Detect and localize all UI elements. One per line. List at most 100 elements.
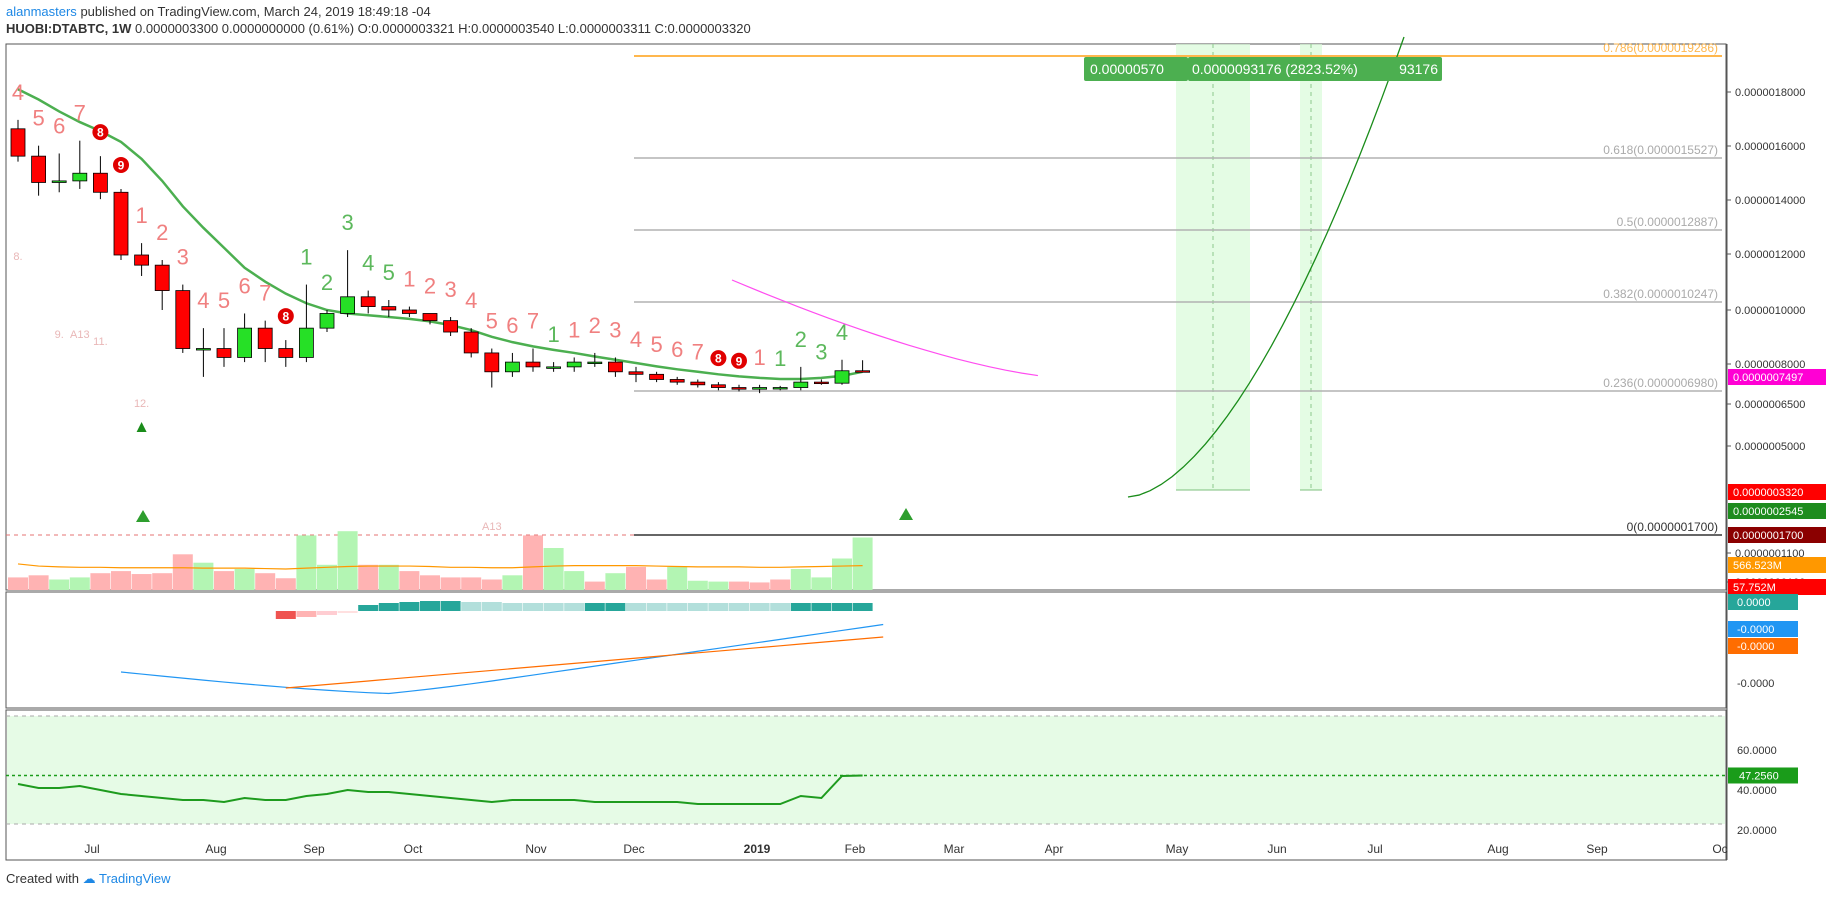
volume-bar — [481, 579, 502, 590]
volume-bar — [420, 575, 440, 590]
td-count-label: 6 — [53, 113, 65, 138]
price-tick-label: 0.0000008000 — [1735, 359, 1805, 371]
macd-panel-frame — [5, 591, 1727, 709]
volume-bar — [626, 566, 646, 590]
volume-bar — [358, 564, 379, 590]
macd-hist-bar — [790, 603, 811, 611]
macd-hist-bar — [378, 603, 399, 611]
macd-hist-bar — [852, 603, 873, 611]
td-count-label: 1 — [753, 345, 765, 370]
volume-bar — [28, 575, 49, 590]
countdown-label: A13 — [70, 329, 90, 341]
x-tick-label: Apr — [1045, 842, 1064, 856]
rsi-badge-text: 47.2560 — [1739, 770, 1779, 782]
macd-hist-bar — [502, 603, 523, 611]
td-count-label: 7 — [527, 309, 539, 334]
volume-bar — [193, 562, 214, 590]
volume-bar — [502, 575, 523, 590]
td-count-label: 7 — [259, 281, 271, 306]
price-badge — [1728, 369, 1826, 385]
author-link[interactable]: alanmasters — [6, 4, 77, 19]
candle-body — [360, 296, 376, 308]
footer-brand[interactable]: TradingView — [99, 871, 171, 886]
buy-triangle-icon — [136, 510, 150, 522]
candle-body — [401, 309, 417, 314]
rsi-tick-label: 60.0000 — [1737, 745, 1777, 757]
measure-left-box — [1084, 57, 1188, 81]
footer: Created with ☁ TradingView — [6, 871, 171, 887]
candle-body — [319, 313, 335, 329]
rsi-tick-label: 40.0000 — [1737, 785, 1777, 797]
x-tick-label: 2019 — [744, 842, 771, 856]
price-tick-label: 0.0000006500 — [1735, 399, 1805, 411]
magenta-ma-line — [731, 279, 1038, 377]
td-count-label: 4 — [362, 251, 374, 276]
candle-body — [772, 387, 788, 390]
td-count-label: 2 — [156, 220, 168, 245]
td-count-label: 4 — [630, 327, 642, 352]
volume-bar — [687, 580, 708, 590]
volume-bar — [852, 537, 873, 590]
volume-bar — [172, 554, 193, 590]
macd-hist-bar — [543, 603, 564, 611]
macd-hist-bar — [481, 602, 502, 611]
candle-body — [175, 290, 191, 349]
macd-hist-bar — [708, 603, 729, 611]
candle-body — [525, 361, 541, 368]
volume-bar — [378, 564, 399, 590]
volume-ma-line — [17, 563, 863, 570]
volume-bar — [461, 577, 482, 590]
volume-bar — [90, 573, 111, 590]
quote-line: 0.0000003300 0.0000000000 (0.61%) O:0.00… — [135, 21, 751, 36]
td-count-label: 5 — [383, 260, 395, 285]
price-badge — [1728, 484, 1826, 500]
fib-label: 0.786(0.0000019286) — [1603, 41, 1718, 55]
countdown-label: A13 — [482, 521, 502, 533]
macd-hist-bar — [749, 603, 770, 611]
macd-hist-bar — [584, 603, 605, 611]
td-count-label: 8 — [97, 126, 104, 140]
candle-body — [31, 155, 47, 183]
parabolic-curve — [1127, 36, 1405, 498]
candle-body — [463, 331, 479, 354]
macd-hist-bar — [317, 611, 337, 615]
volume-bar — [152, 573, 173, 590]
volume-bar — [131, 574, 152, 590]
td-circle — [731, 352, 747, 369]
candle-body — [237, 327, 253, 358]
macd-line — [120, 623, 884, 695]
price-axis-bg — [1727, 44, 1827, 860]
volume-bar — [667, 566, 688, 590]
volume-bar — [255, 573, 276, 590]
volume-bar — [317, 564, 337, 590]
td-circle — [92, 124, 109, 141]
price-tick-label: 0.0000005000 — [1735, 441, 1805, 453]
price-tick-label: 0.0000010000 — [1735, 305, 1805, 317]
price-tick-label: 0.0000014000 — [1735, 195, 1805, 207]
volume-bar — [399, 571, 420, 590]
rsi-badge — [1728, 767, 1798, 784]
symbol-label: HUOBI:DTABTC, 1W — [6, 21, 132, 36]
macd-hist-bar — [770, 603, 791, 611]
volume-bar — [234, 569, 255, 590]
rsi-line — [17, 774, 863, 805]
volume-bar — [770, 579, 791, 590]
volume-bar — [69, 577, 90, 590]
price-badge-text: 57.752M — [1733, 582, 1776, 594]
x-tick-label: Jul — [84, 842, 99, 856]
volume-bar — [729, 581, 749, 590]
td-count-label: 1 — [300, 245, 312, 270]
candle-body — [381, 306, 397, 311]
macd-badge-text: -0.0000 — [1737, 641, 1774, 653]
x-tick-label: Oct — [404, 842, 423, 856]
price-badge-text: 0.0000001700 — [1733, 530, 1803, 542]
rsi-band — [7, 716, 1725, 824]
candle-body — [443, 320, 459, 333]
x-tick-label: Aug — [205, 842, 226, 856]
candle-body — [504, 361, 520, 373]
measure-main-box — [1188, 57, 1442, 81]
td-count-label: 6 — [238, 273, 250, 298]
td-count-label: 1 — [135, 203, 147, 228]
